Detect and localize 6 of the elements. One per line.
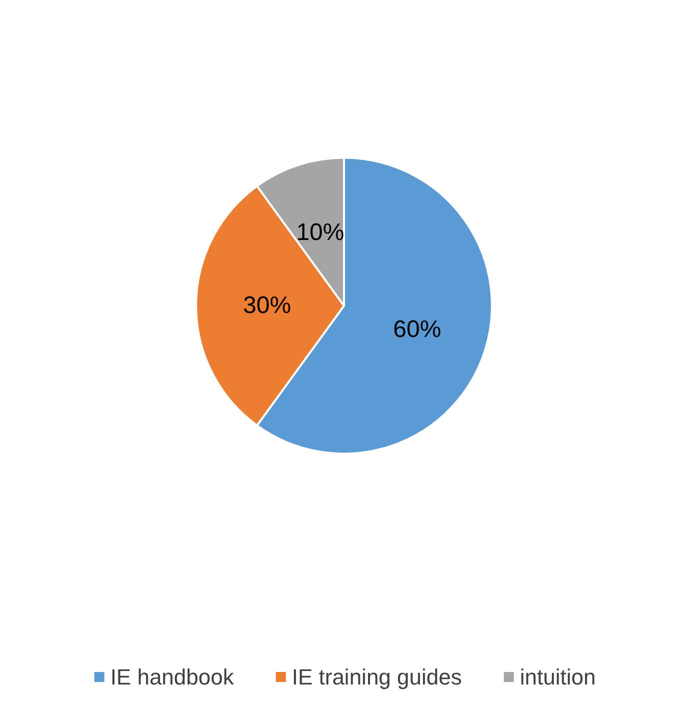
data-label: 30% [243, 292, 292, 320]
data-label: 10% [296, 219, 344, 246]
legend-label: intuition [520, 664, 596, 690]
legend-label: IE training guides [292, 664, 462, 690]
legend-label: IE handbook [110, 664, 235, 690]
data-label: 60% [393, 316, 442, 344]
